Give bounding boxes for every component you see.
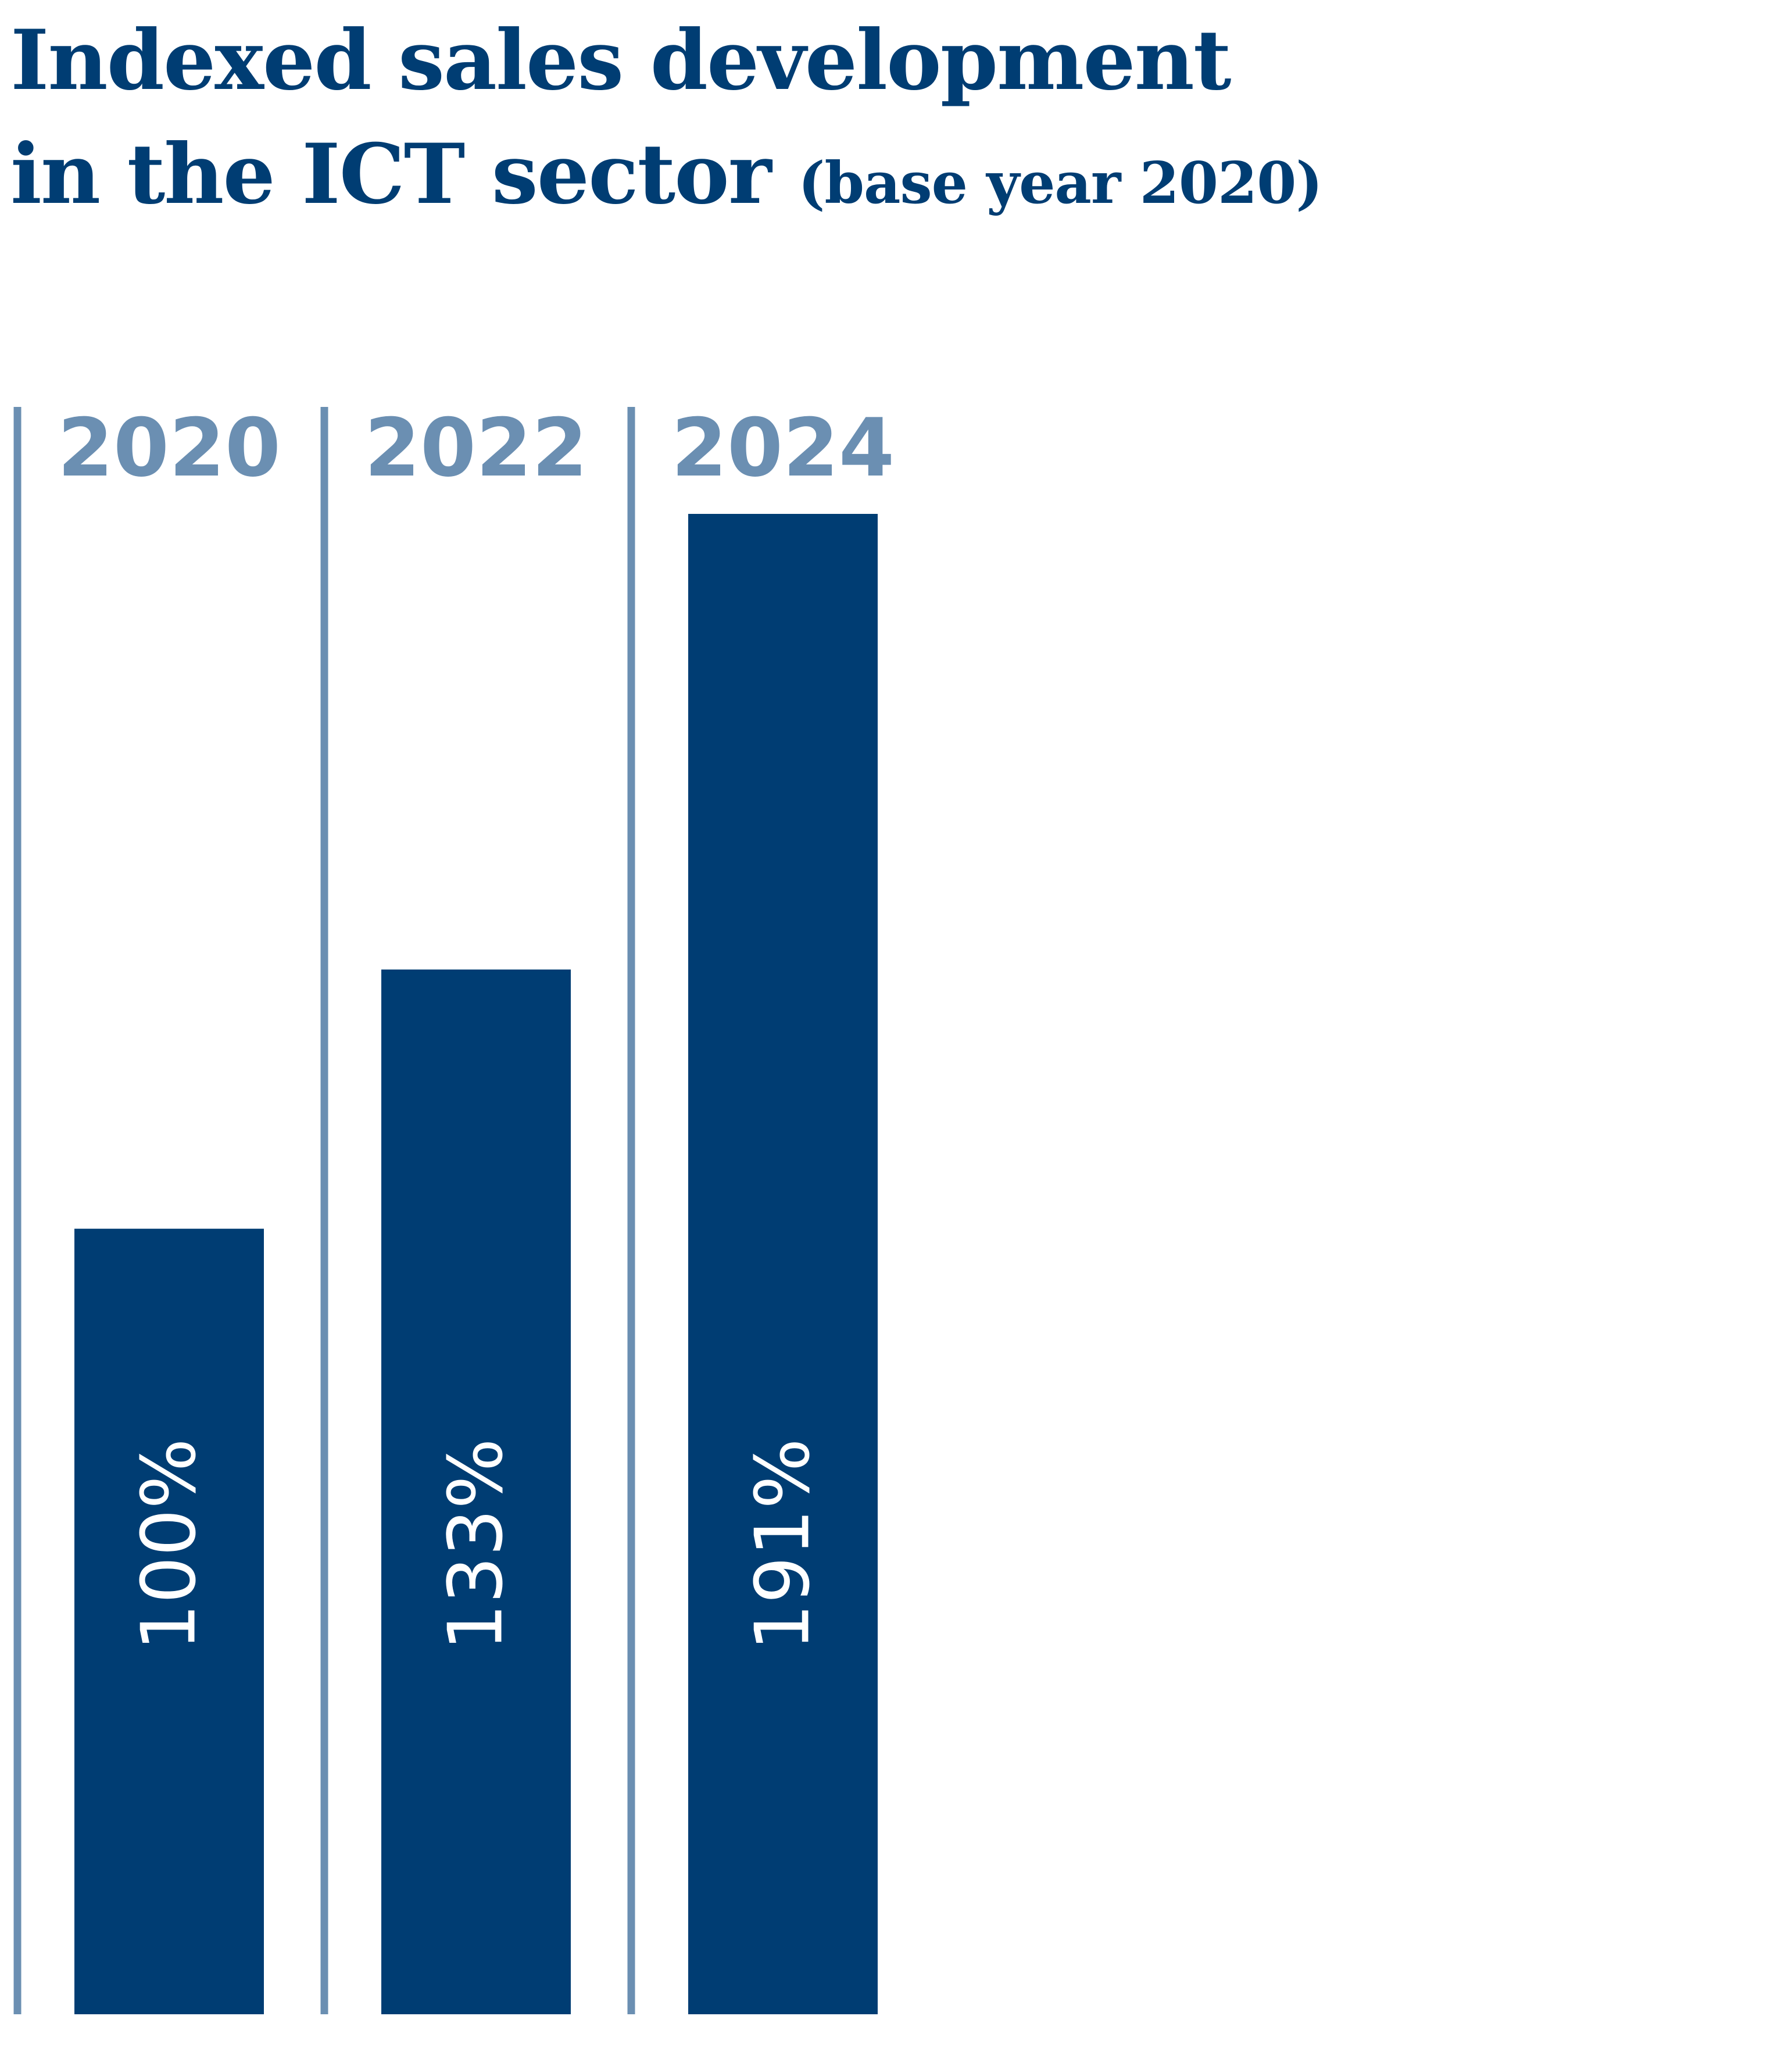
bars (74, 514, 878, 2014)
value-labels: 100% 133% 191% (126, 1438, 827, 1651)
value-label-2020: 100% (126, 1438, 213, 1651)
chart-title-line-1: Indexed sales development (10, 12, 1232, 109)
bar-2022 (381, 969, 571, 2014)
chart-title: Indexed sales development in the ICT sec… (10, 3, 1323, 241)
category-labels: 2020 2022 2024 (58, 401, 895, 495)
bar-2020 (74, 1228, 264, 2014)
column-divider (627, 407, 635, 2014)
category-label-2022: 2022 (364, 401, 588, 495)
chart-title-note: (base year 2020) (798, 150, 1323, 217)
chart-title-line-2: in the ICT sector (base year 2020) (10, 117, 1323, 241)
bar-2024 (688, 514, 878, 2014)
category-label-2020: 2020 (58, 401, 281, 495)
category-label-2024: 2024 (671, 401, 895, 495)
column-divider (13, 407, 22, 2014)
column-dividers (13, 407, 635, 2014)
value-label-2022: 133% (433, 1438, 520, 1651)
value-label-2024: 191% (740, 1438, 827, 1651)
column-divider (320, 407, 328, 2014)
chart-title-main: in the ICT sector (10, 126, 772, 223)
